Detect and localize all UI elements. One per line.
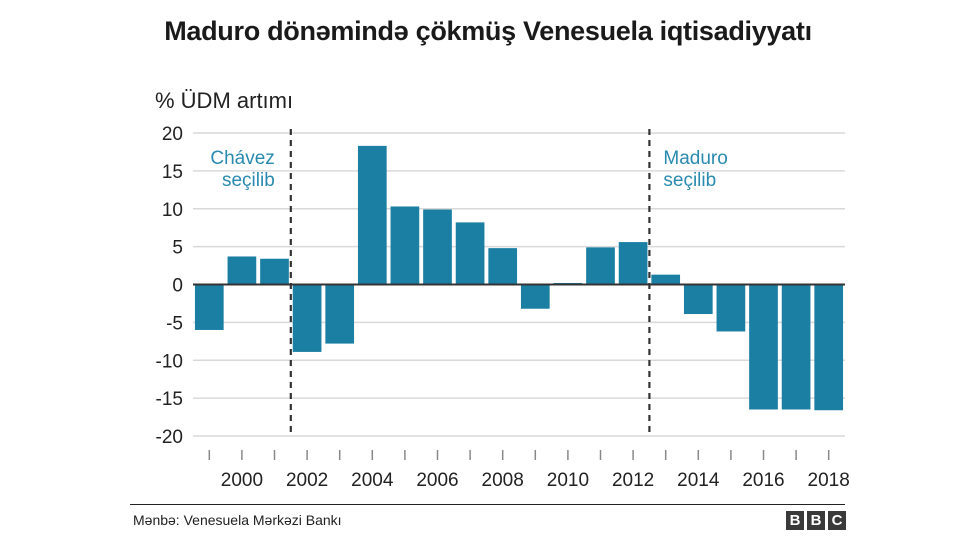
annotation-label: seçilib — [663, 170, 716, 191]
x-tick-label: 2010 — [547, 470, 589, 491]
bar — [260, 258, 289, 285]
bar — [749, 284, 778, 410]
bar — [325, 284, 355, 344]
bar — [716, 284, 746, 332]
bar — [488, 248, 518, 285]
x-tick-label: 2012 — [612, 470, 654, 491]
bar — [586, 247, 615, 285]
y-tick-label: -5 — [166, 313, 183, 334]
x-tick-label: 2002 — [286, 470, 328, 491]
y-tick-label: 20 — [162, 124, 183, 145]
y-tick-label: 15 — [162, 162, 183, 183]
x-tick-label: 2004 — [351, 470, 394, 491]
y-tick-label: -15 — [156, 389, 183, 410]
bar — [781, 284, 811, 410]
y-tick-label: -10 — [156, 351, 183, 372]
x-tick-label: 2008 — [482, 470, 524, 491]
annotation-label: seçilib — [222, 170, 275, 191]
bbc-logo: B B C — [786, 511, 846, 530]
bar — [194, 284, 224, 330]
x-tick-label: 2016 — [742, 470, 784, 491]
bar — [455, 222, 485, 285]
x-tick-label: 2006 — [416, 470, 458, 491]
bar — [390, 206, 420, 285]
bar — [520, 284, 550, 309]
y-tick-label: 0 — [172, 276, 183, 297]
y-axis-label: % ÜDM artımı — [155, 88, 294, 113]
bbc-logo-letter: C — [828, 511, 846, 530]
bar — [292, 284, 322, 352]
bbc-logo-letter: B — [807, 511, 825, 530]
chart-title: Maduro dönəmində çökmüş Venesuela iqtisa… — [164, 16, 812, 46]
bar — [651, 274, 681, 285]
bar — [357, 145, 387, 285]
bar — [683, 284, 713, 315]
annotation-label: Maduro — [663, 148, 727, 169]
bbc-logo-letter: B — [786, 511, 804, 530]
source-note: Mənbə: Venesuela Mərkəzi Bankı — [133, 512, 342, 528]
x-tick-label: 2000 — [221, 470, 263, 491]
bar — [227, 256, 257, 285]
annotation-label: Chávez — [210, 148, 274, 169]
bar — [618, 242, 648, 285]
x-tick-label: 2014 — [677, 470, 720, 491]
y-tick-label: 10 — [162, 200, 183, 221]
y-tick-label: 5 — [172, 238, 183, 259]
x-tick-label: 2018 — [808, 470, 850, 491]
y-tick-label: -20 — [156, 427, 183, 448]
bar — [423, 209, 452, 285]
bar — [814, 284, 844, 411]
footer-divider — [130, 504, 845, 505]
